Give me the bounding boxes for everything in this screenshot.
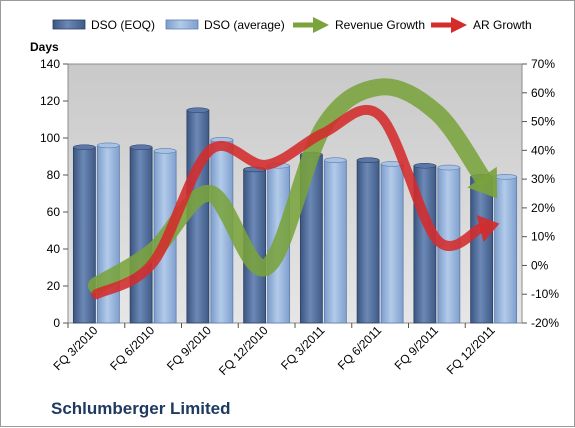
y-tick-label: 40 (47, 242, 61, 256)
bar-dso-average-cap (97, 142, 120, 149)
legend-dso-eoq-label: DSO (EOQ) (91, 18, 155, 32)
y-tick-label: 20 (47, 279, 61, 293)
y-tick-label: 120 (40, 94, 60, 108)
bar-dso-eoq (470, 176, 494, 324)
bar-dso-eoq-cap (186, 107, 210, 114)
y2-tick-label: -20% (531, 316, 559, 330)
bar-dso-average (494, 176, 518, 324)
y2-tick-label: 30% (531, 172, 555, 186)
y-tick-label: 80 (47, 168, 61, 182)
x-tick-label: FQ 6/2011 (335, 323, 385, 373)
bar-dso-average-cap (153, 148, 177, 154)
y2-tick-label: 60% (531, 86, 555, 100)
bar-dso-average-cap (494, 174, 517, 180)
x-tick-label: FQ 9/2010 (164, 323, 214, 373)
bar-dso-average-cap (324, 157, 347, 163)
legend-revenue-growth-swatch-head (313, 17, 329, 33)
y2-tick-label: 50% (531, 115, 555, 129)
bar-dso-eoq (129, 146, 153, 324)
bar-dso-eoq (356, 159, 380, 324)
ar-growth-line (91, 104, 486, 300)
bar-dso-average (380, 163, 404, 324)
legend-dso-average-label: DSO (average) (204, 18, 285, 32)
bar-dso-average-cap (437, 164, 461, 171)
bar-dso-eoq-cap (73, 144, 96, 151)
y-tick-label: 0 (53, 316, 60, 330)
x-tick-label: FQ 3/2010 (51, 323, 101, 373)
y-axis-title: Days (30, 40, 59, 54)
legend-dso-average-swatch (165, 19, 199, 30)
legend-ar-growth-swatch-head (451, 17, 467, 33)
bar-dso-average (323, 159, 347, 324)
y2-tick-label: 0% (531, 258, 549, 272)
ar-growth-arrowhead (476, 215, 500, 243)
x-tick-label: FQ 9/2011 (392, 323, 442, 373)
x-tick-label: FQ 12/2011 (444, 323, 498, 377)
x-tick-label: FQ 6/2010 (107, 323, 157, 373)
x-tick-label: FQ 12/2010 (216, 323, 271, 378)
bar-dso-eoq-cap (356, 157, 380, 163)
y-tick-label: 60 (47, 205, 61, 219)
y2-tick-label: 40% (531, 143, 555, 157)
revenue-growth-arrowhead (467, 166, 498, 199)
company-name: Schlumberger Limited (51, 399, 231, 418)
x-tick-label: FQ 3/2011 (278, 323, 328, 373)
y2-tick-label: 70% (531, 57, 555, 71)
y-tick-label: 100 (40, 131, 60, 145)
legend-revenue-growth-label: Revenue Growth (335, 18, 425, 32)
legend-dso-eoq-swatch (52, 19, 86, 30)
y2-tick-label: 10% (531, 230, 555, 244)
y2-tick-label: -10% (531, 287, 559, 301)
legend-ar-growth-label: AR Growth (473, 18, 532, 32)
y2-tick-label: 20% (531, 201, 555, 215)
bar-dso-eoq-cap (413, 162, 437, 169)
y-tick-label: 140 (40, 57, 60, 71)
bar-dso-eoq-cap (129, 144, 153, 151)
